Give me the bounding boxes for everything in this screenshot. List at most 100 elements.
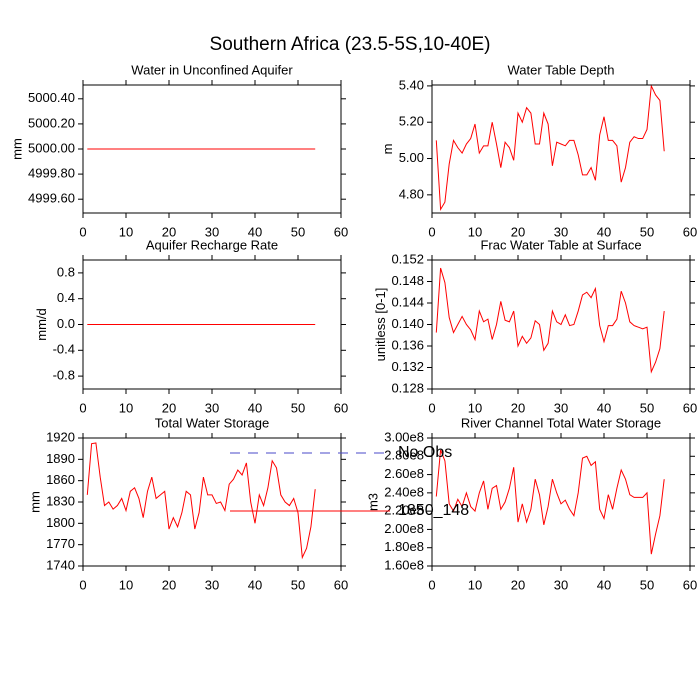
y-tick-label: 1740 [46, 557, 75, 572]
x-tick-label: 30 [205, 400, 219, 415]
y-tick-label: 1800 [46, 515, 75, 530]
y-tick-label: 4999.80 [28, 166, 75, 181]
y-tick-label: 2.80e8 [384, 448, 424, 463]
x-tick-label: 50 [291, 577, 305, 592]
y-tick-label: 5000.20 [28, 115, 75, 130]
plot-frame [82, 437, 342, 567]
y-tick-label: 5000.40 [28, 90, 75, 105]
y-tick-label: 0.4 [57, 290, 75, 305]
x-tick-label: 20 [511, 400, 525, 415]
y-tick-label: 0.140 [391, 316, 424, 331]
y-tick-label: 2.60e8 [384, 466, 424, 481]
panel: Water Table Depth 4.80 5.00 5.20 5.40 0 10 20 30… [380, 62, 697, 239]
panel-title: Frac Water Table at Surface [480, 237, 641, 252]
y-tick-label: 4999.60 [28, 191, 75, 206]
y-tick-label: 0.144 [391, 294, 424, 309]
plot-frame [82, 259, 342, 390]
data-line [86, 442, 316, 560]
y-axis-label: mm [9, 138, 24, 160]
x-tick-label: 0 [79, 400, 86, 415]
data-line [435, 84, 665, 212]
x-tick-label: 10 [119, 400, 133, 415]
x-tick-label: 30 [554, 577, 568, 592]
y-axis-label: m3 [366, 493, 381, 511]
panel-title: Aquifer Recharge Rate [146, 237, 278, 252]
x-tick-label: 40 [248, 400, 262, 415]
x-tick-label: 30 [554, 224, 568, 239]
y-axis-label: unitless [0-1] [373, 288, 388, 362]
plot-frame [431, 84, 691, 214]
x-tick-label: 30 [205, 224, 219, 239]
y-tick-label: 1830 [46, 493, 75, 508]
y-tick-label: 0.148 [391, 273, 424, 288]
x-tick-label: 60 [334, 577, 348, 592]
panel-title: Water Table Depth [508, 62, 615, 77]
y-tick-label: 1890 [46, 451, 75, 466]
y-tick-label: 5.20 [399, 114, 424, 129]
y-tick-label: 0.132 [391, 359, 424, 374]
figure-title: Southern Africa (23.5-5S,10-40E) [210, 34, 491, 55]
x-tick-label: 50 [640, 400, 654, 415]
y-tick-label: 2.40e8 [384, 484, 424, 499]
x-tick-label: 60 [334, 224, 348, 239]
x-tick-label: 20 [162, 577, 176, 592]
y-tick-label: 2.20e8 [384, 503, 424, 518]
y-tick-label: -0.4 [53, 342, 75, 357]
x-tick-label: 40 [597, 400, 611, 415]
y-axis-label: mm [28, 491, 43, 513]
x-tick-label: 20 [162, 224, 176, 239]
x-tick-label: 10 [468, 577, 482, 592]
legend: No Obs 1850_148 [230, 444, 469, 519]
y-tick-label: 1.80e8 [384, 539, 424, 554]
x-tick-label: 30 [205, 577, 219, 592]
x-tick-label: 60 [334, 400, 348, 415]
x-tick-label: 40 [248, 577, 262, 592]
x-tick-label: 0 [428, 400, 435, 415]
y-tick-label: 0.128 [391, 380, 424, 395]
x-tick-label: 60 [683, 400, 697, 415]
plot-frame [431, 259, 691, 390]
y-tick-label: 1.60e8 [384, 557, 424, 572]
y-tick-label: 0.136 [391, 337, 424, 352]
x-tick-label: 20 [162, 400, 176, 415]
y-tick-label: 5.00 [399, 150, 424, 165]
x-tick-label: 10 [119, 577, 133, 592]
plot-frame [431, 437, 691, 567]
y-axis-label: m [380, 144, 395, 155]
y-axis-label: mm/d [34, 308, 49, 341]
panel-title: Water in Unconfined Aquifer [131, 62, 293, 77]
x-tick-label: 50 [640, 577, 654, 592]
x-tick-label: 10 [468, 224, 482, 239]
panel-title: River Channel Total Water Storage [461, 415, 661, 430]
y-tick-label: 0.8 [57, 264, 75, 279]
y-tick-label: 2.00e8 [384, 521, 424, 536]
legend-label: No Obs [398, 444, 452, 461]
x-tick-label: 40 [597, 224, 611, 239]
x-tick-label: 10 [468, 400, 482, 415]
legend-label: 1850_148 [398, 502, 469, 519]
x-tick-label: 10 [119, 224, 133, 239]
y-tick-label: 0.0 [57, 316, 75, 331]
x-tick-label: 40 [597, 577, 611, 592]
x-tick-label: 20 [511, 577, 525, 592]
y-tick-label: 1920 [46, 429, 75, 444]
panel: Total Water Storage 1740 1770 1800 1830 1860 1… [28, 415, 349, 592]
x-tick-label: 0 [428, 577, 435, 592]
x-tick-label: 50 [291, 400, 305, 415]
y-tick-label: 1860 [46, 472, 75, 487]
plot-frame [82, 84, 342, 214]
x-tick-label: 0 [79, 577, 86, 592]
data-line [435, 449, 665, 555]
panel: Aquifer Recharge Rate -0.8 -0.4 0.0 0.4 0.8 0 1… [34, 237, 348, 415]
x-tick-label: 60 [683, 224, 697, 239]
panel: Frac Water Table at Surface 0.128 0.132 0.1… [373, 237, 697, 415]
data-line [435, 267, 665, 374]
x-tick-label: 0 [428, 224, 435, 239]
y-tick-label: 1770 [46, 536, 75, 551]
y-tick-label: 5000.00 [28, 140, 75, 155]
y-tick-label: 0.152 [391, 251, 424, 266]
panel: Water in Unconfined Aquifer 4999.60 4999.8… [9, 62, 348, 239]
y-tick-label: 3.00e8 [384, 429, 424, 444]
y-tick-label: 4.80 [399, 186, 424, 201]
